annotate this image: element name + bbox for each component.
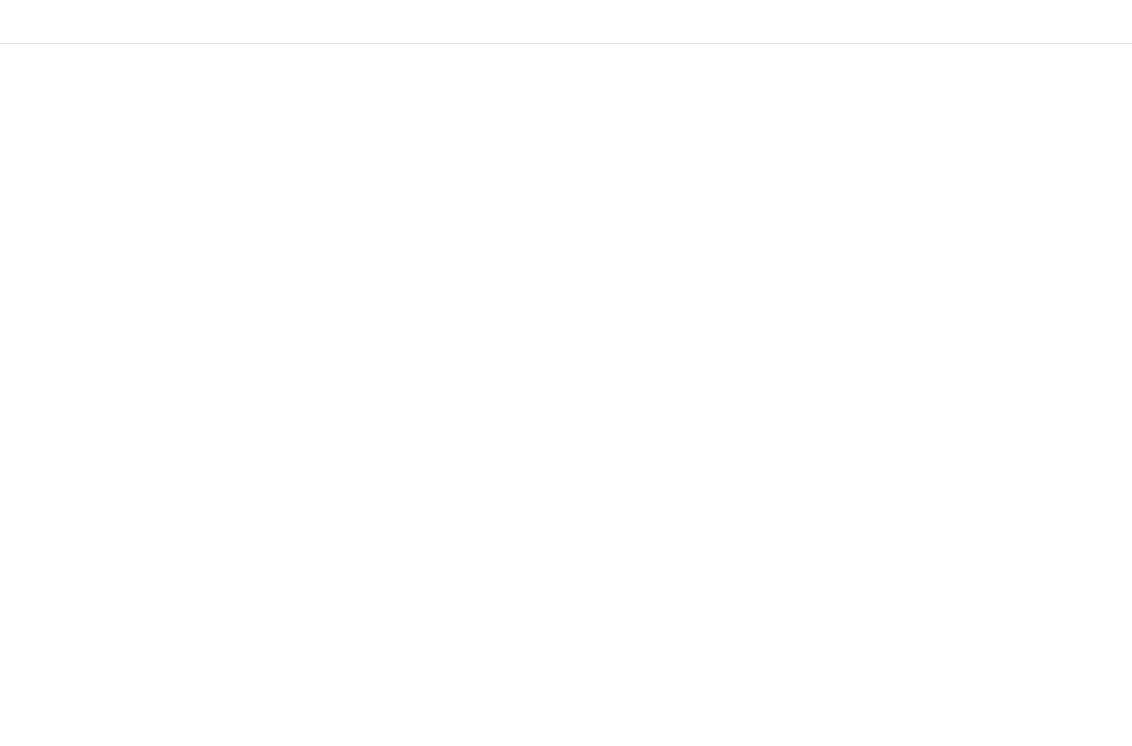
tab-bar [0, 0, 1132, 44]
price-chart-canvas[interactable] [0, 43, 1132, 746]
